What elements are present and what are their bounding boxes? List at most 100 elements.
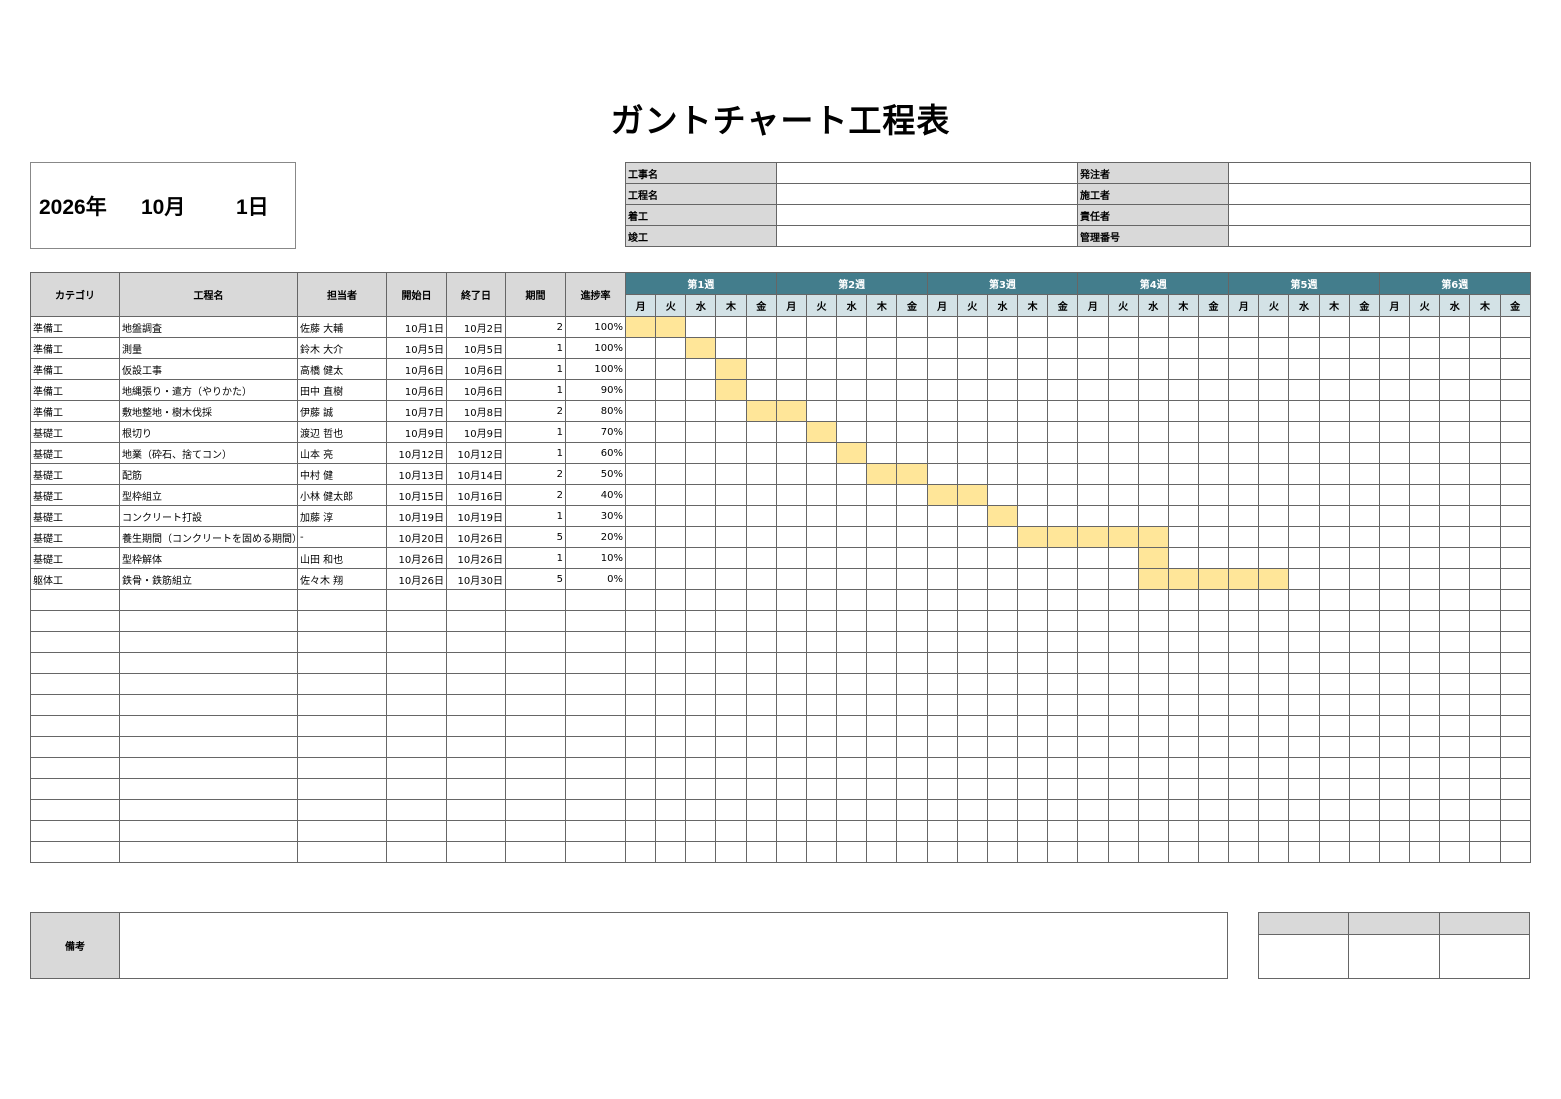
- gantt-cell[interactable]: [1348, 526, 1380, 548]
- gantt-cell[interactable]: [715, 589, 747, 611]
- gantt-cell[interactable]: [1197, 547, 1230, 569]
- gantt-cell[interactable]: [1137, 484, 1169, 506]
- gantt-cell[interactable]: [655, 358, 687, 380]
- gantt-cell[interactable]: [1288, 526, 1320, 548]
- task-start[interactable]: 10月1日: [386, 316, 447, 338]
- task-category[interactable]: 基礎工: [30, 526, 120, 548]
- gantt-cell[interactable]: [715, 673, 747, 695]
- gantt-cell[interactable]: [1047, 631, 1079, 653]
- gantt-cell[interactable]: [866, 673, 898, 695]
- gantt-cell[interactable]: [1378, 547, 1411, 569]
- gantt-cell[interactable]: [896, 505, 928, 527]
- gantt-cell[interactable]: [956, 442, 988, 464]
- task-start[interactable]: [386, 715, 447, 737]
- info-value[interactable]: [1228, 225, 1531, 247]
- gantt-cell[interactable]: [1318, 400, 1350, 422]
- gantt-cell[interactable]: [1378, 631, 1411, 653]
- gantt-cell[interactable]: [1167, 379, 1199, 401]
- task-start[interactable]: 10月20日: [386, 526, 447, 548]
- gantt-bar-cell[interactable]: [655, 316, 687, 338]
- gantt-cell[interactable]: [986, 631, 1019, 653]
- gantt-cell[interactable]: [956, 799, 988, 821]
- gantt-cell[interactable]: [1288, 610, 1320, 632]
- gantt-cell[interactable]: [1197, 610, 1230, 632]
- gantt-cell[interactable]: [1469, 505, 1501, 527]
- task-person[interactable]: 山本 亮: [297, 442, 387, 464]
- gantt-cell[interactable]: [1378, 505, 1411, 527]
- gantt-cell[interactable]: [745, 463, 777, 485]
- gantt-cell[interactable]: [1107, 652, 1139, 674]
- gantt-cell[interactable]: [896, 631, 928, 653]
- gantt-cell[interactable]: [1167, 736, 1199, 758]
- gantt-cell[interactable]: [745, 547, 777, 569]
- gantt-cell[interactable]: [685, 778, 717, 800]
- gantt-cell[interactable]: [1228, 379, 1260, 401]
- gantt-cell[interactable]: [655, 421, 687, 443]
- gantt-cell[interactable]: [624, 358, 657, 380]
- gantt-cell[interactable]: [866, 652, 898, 674]
- task-progress[interactable]: [565, 715, 626, 737]
- gantt-cell[interactable]: [1137, 505, 1169, 527]
- gantt-cell[interactable]: [745, 778, 777, 800]
- gantt-cell[interactable]: [1439, 820, 1471, 842]
- gantt-cell[interactable]: [1378, 484, 1411, 506]
- gantt-cell[interactable]: [866, 715, 898, 737]
- task-name[interactable]: [119, 631, 298, 653]
- gantt-cell[interactable]: [896, 736, 928, 758]
- gantt-cell[interactable]: [956, 757, 988, 779]
- gantt-cell[interactable]: [715, 337, 747, 359]
- gantt-cell[interactable]: [1469, 358, 1501, 380]
- gantt-cell[interactable]: [775, 799, 807, 821]
- task-start[interactable]: [386, 757, 447, 779]
- gantt-cell[interactable]: [1047, 316, 1079, 338]
- gantt-cell[interactable]: [896, 820, 928, 842]
- task-end[interactable]: [446, 694, 506, 716]
- gantt-bar-cell[interactable]: [775, 400, 807, 422]
- gantt-cell[interactable]: [655, 820, 687, 842]
- gantt-bar-cell[interactable]: [1228, 568, 1260, 590]
- gantt-cell[interactable]: [1439, 589, 1471, 611]
- gantt-cell[interactable]: [775, 694, 807, 716]
- gantt-cell[interactable]: [1197, 484, 1230, 506]
- gantt-cell[interactable]: [1288, 715, 1320, 737]
- gantt-cell[interactable]: [866, 526, 898, 548]
- gantt-cell[interactable]: [986, 589, 1019, 611]
- gantt-cell[interactable]: [836, 631, 868, 653]
- gantt-cell[interactable]: [1258, 589, 1290, 611]
- gantt-cell[interactable]: [1107, 484, 1139, 506]
- gantt-cell[interactable]: [956, 316, 988, 338]
- task-end[interactable]: 10月14日: [446, 463, 506, 485]
- gantt-cell[interactable]: [685, 757, 717, 779]
- gantt-cell[interactable]: [624, 505, 657, 527]
- gantt-cell[interactable]: [1409, 463, 1441, 485]
- task-days[interactable]: [505, 757, 566, 779]
- task-category[interactable]: 準備工: [30, 316, 120, 338]
- task-category[interactable]: [30, 736, 120, 758]
- gantt-cell[interactable]: [1378, 610, 1411, 632]
- gantt-cell[interactable]: [956, 631, 988, 653]
- gantt-cell[interactable]: [1137, 715, 1169, 737]
- gantt-cell[interactable]: [1077, 715, 1109, 737]
- gantt-cell[interactable]: [1378, 526, 1411, 548]
- gantt-cell[interactable]: [655, 673, 687, 695]
- gantt-cell[interactable]: [956, 820, 988, 842]
- gantt-cell[interactable]: [805, 526, 838, 548]
- gantt-cell[interactable]: [1499, 316, 1531, 338]
- gantt-cell[interactable]: [836, 589, 868, 611]
- gantt-cell[interactable]: [1197, 589, 1230, 611]
- gantt-cell[interactable]: [1047, 484, 1079, 506]
- gantt-cell[interactable]: [926, 547, 958, 569]
- gantt-cell[interactable]: [624, 652, 657, 674]
- task-days[interactable]: 1: [505, 421, 566, 443]
- gantt-cell[interactable]: [1228, 652, 1260, 674]
- gantt-cell[interactable]: [1288, 820, 1320, 842]
- task-progress[interactable]: 40%: [565, 484, 626, 506]
- gantt-cell[interactable]: [1167, 610, 1199, 632]
- gantt-cell[interactable]: [1047, 568, 1079, 590]
- gantt-cell[interactable]: [775, 610, 807, 632]
- gantt-cell[interactable]: [1499, 673, 1531, 695]
- task-category[interactable]: 準備工: [30, 337, 120, 359]
- gantt-cell[interactable]: [1077, 442, 1109, 464]
- gantt-cell[interactable]: [685, 463, 717, 485]
- gantt-cell[interactable]: [1258, 841, 1290, 863]
